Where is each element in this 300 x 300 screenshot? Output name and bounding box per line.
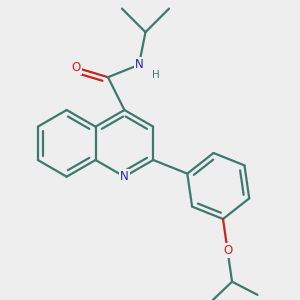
Text: O: O — [71, 61, 81, 74]
Text: O: O — [223, 244, 232, 257]
Text: H: H — [152, 70, 160, 80]
Text: N: N — [120, 170, 129, 183]
Text: N: N — [135, 58, 143, 71]
